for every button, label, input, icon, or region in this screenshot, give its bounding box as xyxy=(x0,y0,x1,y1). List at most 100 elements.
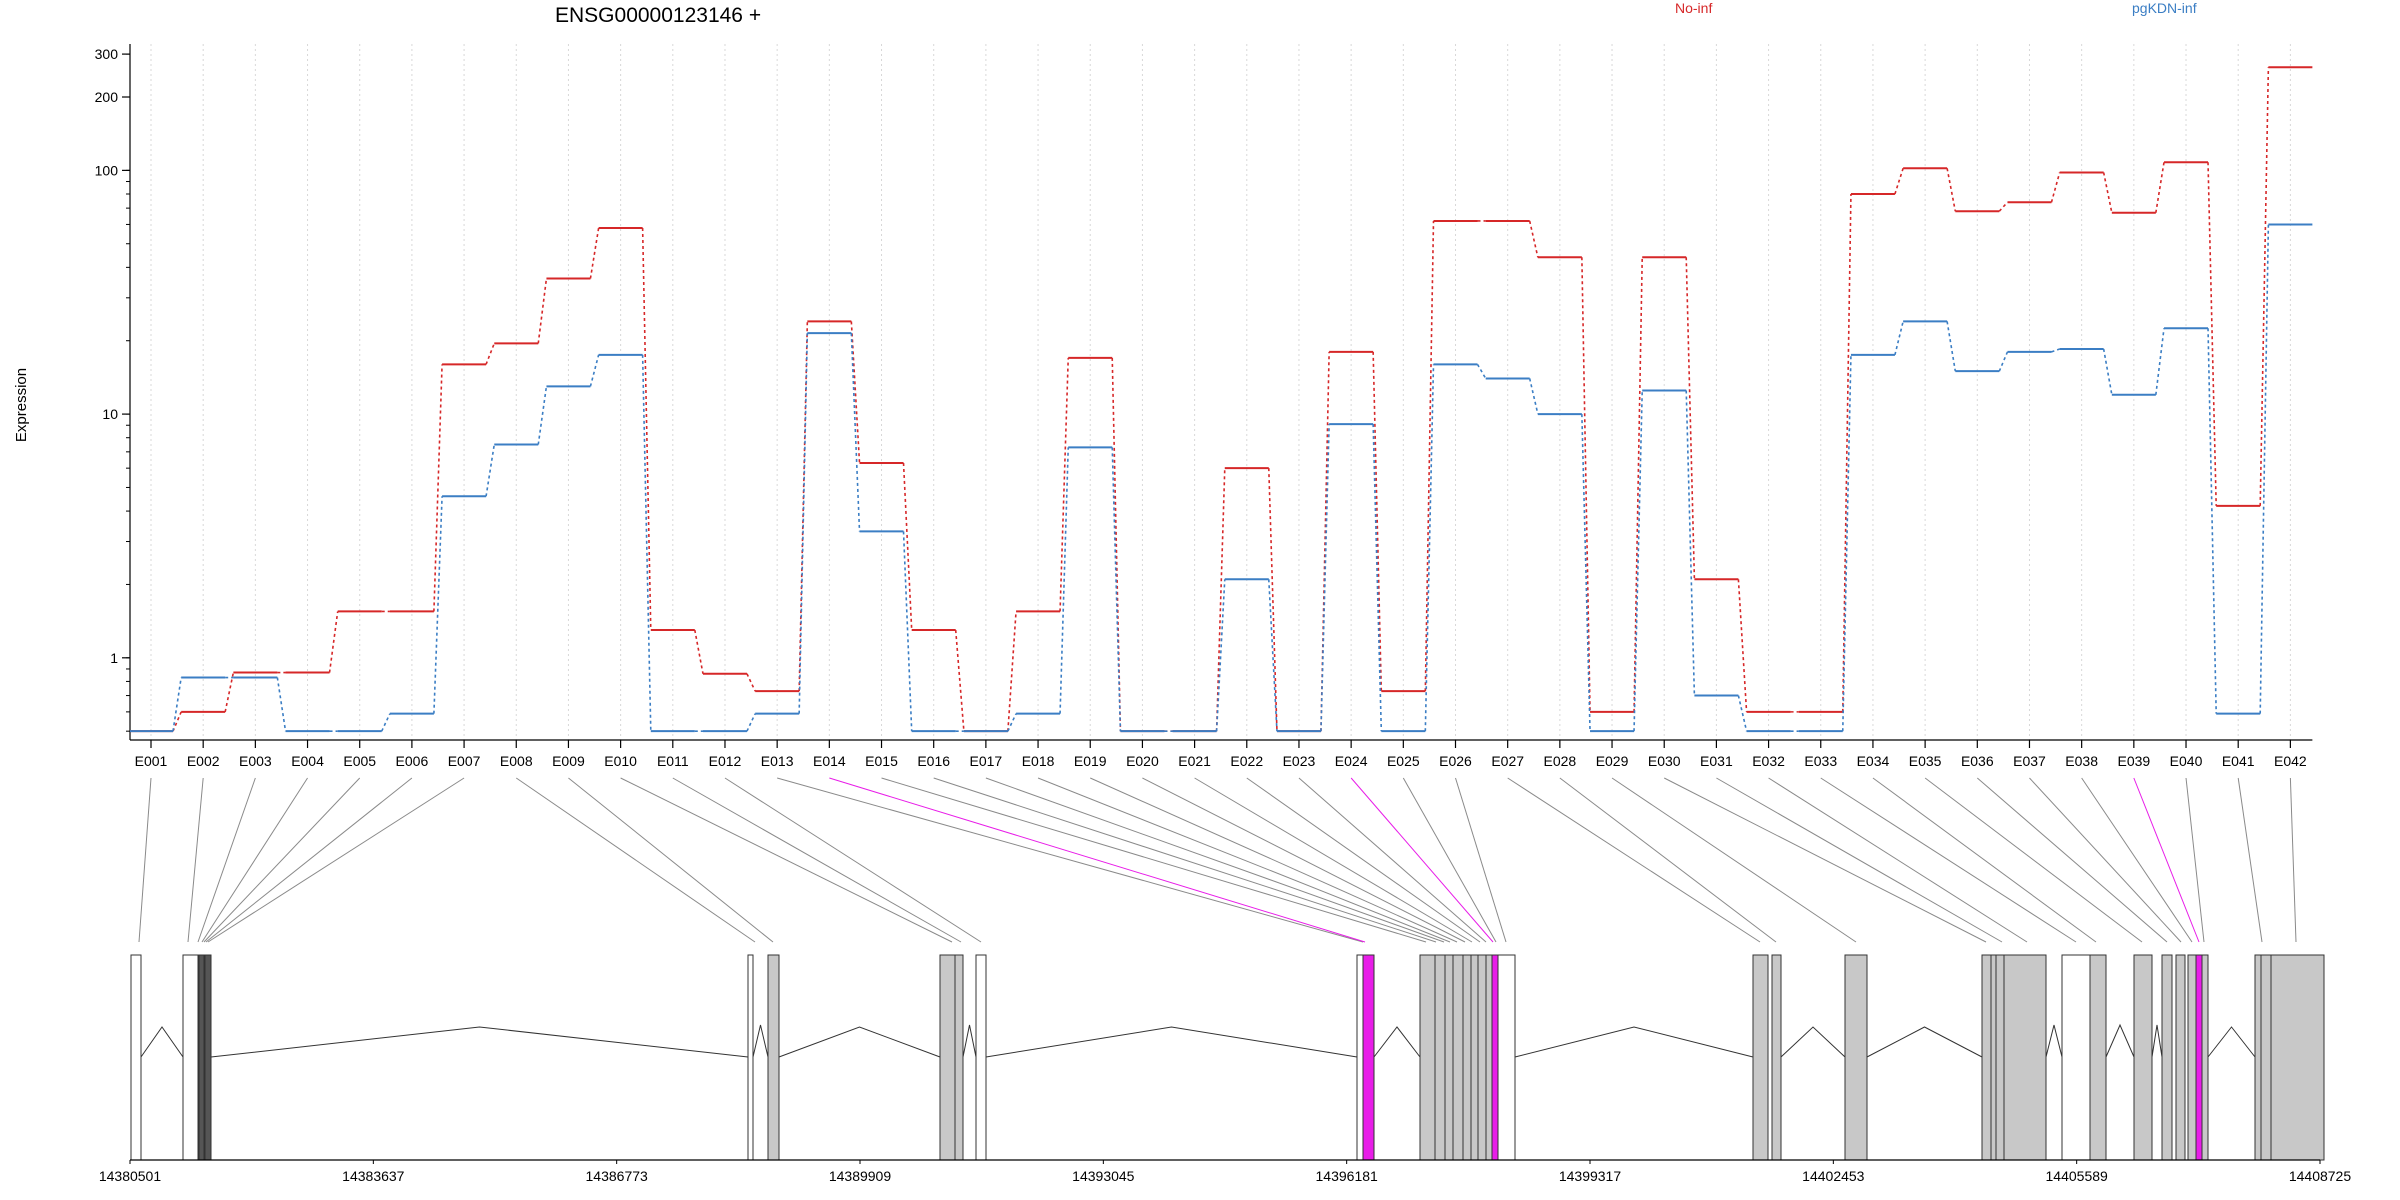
x-tick-label: E013 xyxy=(761,753,794,769)
series-connector xyxy=(1059,357,1070,612)
series-connector xyxy=(1946,321,1957,372)
exon-connector xyxy=(203,777,361,943)
x-tick-label: E002 xyxy=(187,753,220,769)
series-connector xyxy=(1894,168,1904,195)
exon-box xyxy=(2089,954,2107,1161)
x-tick-label: E010 xyxy=(604,753,637,769)
series-connector xyxy=(2207,328,2217,714)
series-connector xyxy=(589,227,600,279)
series-connector xyxy=(641,228,652,631)
x-tick-label: E003 xyxy=(239,753,272,769)
series-connector xyxy=(433,496,443,714)
exon-box xyxy=(1752,954,1769,1161)
x-tick-label: E011 xyxy=(657,753,689,769)
x-tick-label: E027 xyxy=(1491,753,1524,769)
series-connector xyxy=(2102,172,2113,213)
series-connector xyxy=(1998,351,2009,372)
exon-connector xyxy=(1611,777,1857,943)
intron-line xyxy=(2151,1024,2163,1058)
intron-line xyxy=(1866,1026,1983,1058)
series-connector xyxy=(1894,321,1904,356)
series-connector xyxy=(537,386,548,445)
series-connector xyxy=(1111,357,1122,732)
series-connector xyxy=(1737,695,1748,732)
exon-box xyxy=(2260,954,2272,1161)
series-connector xyxy=(902,462,913,631)
series-connector xyxy=(1633,257,1644,712)
series-connector xyxy=(746,673,756,692)
exon-connector xyxy=(197,777,256,943)
series-connector xyxy=(2259,67,2270,506)
series-connector xyxy=(1841,354,1852,732)
x-tick-label: E017 xyxy=(970,753,1003,769)
exon-box xyxy=(1356,954,1364,1161)
y-axis-label: Expression xyxy=(13,368,30,442)
exon-box xyxy=(204,954,212,1161)
series-connector xyxy=(1111,447,1122,732)
series-connector xyxy=(1737,579,1748,712)
series-connector xyxy=(537,278,548,344)
exon-connector xyxy=(1716,777,2003,943)
series-connector xyxy=(1215,468,1226,732)
x-tick-label: E022 xyxy=(1230,753,1263,769)
x-tick-label: E035 xyxy=(1909,753,1942,769)
exon-box xyxy=(2061,954,2091,1161)
exon-connector xyxy=(1402,777,1497,943)
exon-connector xyxy=(207,777,465,943)
x-tick-label: E042 xyxy=(2274,753,2307,769)
exon-box xyxy=(2187,954,2197,1161)
x-axis: E001 E002 E003 E004 E005 E006 E007 E008 E009 E010… xyxy=(130,739,2313,769)
x-tick-label: E019 xyxy=(1074,753,1107,769)
x-tick-label: E031 xyxy=(1700,753,1733,769)
exon-box xyxy=(2003,954,2047,1161)
gene-model-track: 14380501 14383637 14386773 14389909 14393045… xyxy=(99,954,2351,1184)
x-tick-label: E028 xyxy=(1544,753,1577,769)
exon-connector xyxy=(1872,777,2097,943)
intron-line xyxy=(1373,1026,1421,1058)
series-connector xyxy=(1633,390,1644,732)
exon-connector xyxy=(620,777,953,943)
x-tick-label: E039 xyxy=(2117,753,2150,769)
exon-box xyxy=(1844,954,1868,1161)
exon-connector xyxy=(1976,777,2168,943)
intron-line xyxy=(1514,1026,1754,1058)
exon-connector xyxy=(933,777,1437,943)
exon-box xyxy=(130,954,142,1161)
x-tick-label: E008 xyxy=(500,753,533,769)
exon-box xyxy=(1419,954,1436,1161)
y-axis: 1 10 100 200 300 xyxy=(95,44,131,740)
intron-line xyxy=(210,1026,749,1058)
exon-connector xyxy=(187,777,204,943)
series-connector xyxy=(1528,378,1539,415)
series-connector xyxy=(1841,193,1852,712)
series-connector xyxy=(1528,220,1539,258)
series-connector xyxy=(1007,611,1017,732)
exon-box xyxy=(1462,954,1472,1161)
series-connector xyxy=(1215,579,1226,732)
series-connector xyxy=(1685,390,1696,696)
exon-connector xyxy=(1037,777,1451,943)
exon-connector xyxy=(881,777,1427,943)
series-connector xyxy=(1581,414,1591,732)
series-connector xyxy=(589,354,600,387)
intron-line xyxy=(2045,1024,2063,1058)
x-tick-label: E001 xyxy=(135,753,168,769)
genome-position-label: 14399317 xyxy=(1559,1168,1622,1184)
exon-connector xyxy=(2029,777,2182,943)
x-tick-label: E006 xyxy=(396,753,429,769)
x-tick-label: E041 xyxy=(2222,753,2255,769)
exon-box xyxy=(2201,954,2209,1161)
exon-box xyxy=(2133,954,2153,1161)
series-connector xyxy=(1424,364,1435,732)
exon-box xyxy=(1470,954,1479,1161)
x-tick-label: E007 xyxy=(448,753,481,769)
x-tick-label: E020 xyxy=(1126,753,1159,769)
vertical-grid xyxy=(150,44,2291,740)
exon-connector xyxy=(1298,777,1487,943)
exon-connector xyxy=(2289,777,2297,943)
exon-connector xyxy=(724,777,982,943)
x-tick-label: E040 xyxy=(2170,753,2203,769)
genome-position-label: 14393045 xyxy=(1072,1168,1135,1184)
legend-no-inf: No-inf xyxy=(1675,0,1712,16)
